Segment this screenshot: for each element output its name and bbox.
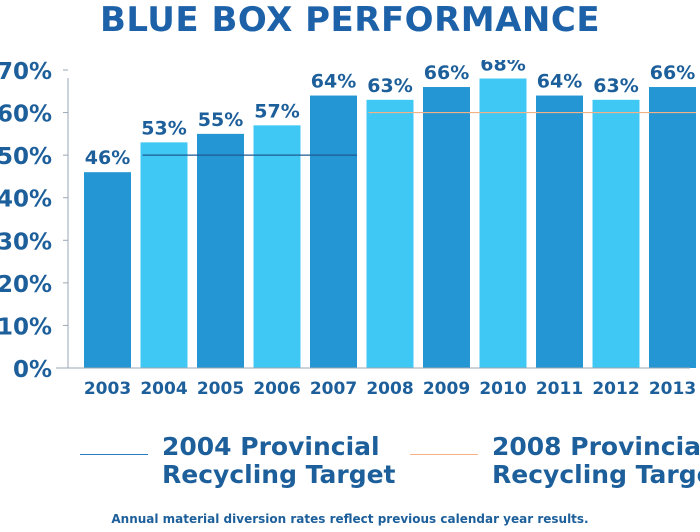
bar-2013 (649, 87, 696, 369)
x-tick-label-2010: 2010 (479, 379, 526, 399)
x-tick-label-2013: 2013 (649, 379, 696, 399)
legend-line-2004 (80, 454, 148, 455)
bar-2007 (310, 95, 357, 369)
x-tick-label-2008: 2008 (366, 379, 413, 399)
data-labels: 46% 53% 55% 57% 64% 63% 66% 68% 64% 63% 66% (85, 60, 695, 169)
y-tick-label: 30% (0, 229, 52, 255)
y-tick-label: 0% (13, 357, 52, 383)
x-tick-label-2012: 2012 (592, 379, 639, 399)
bar-2004 (140, 142, 188, 368)
bar-chart: 0% 10% 20% 30% 40% 50% 60% 70% 46% 53% 55% 57% 64% 6… (0, 60, 696, 399)
legend-label-2008-line2: Recycling Target (492, 460, 700, 489)
data-label-2012: 63% (593, 75, 638, 97)
data-label-2007: 64% (311, 71, 356, 93)
data-label-2005: 55% (198, 109, 243, 131)
bar-2009 (423, 87, 470, 369)
bar-2008 (366, 99, 414, 369)
legend-label-2008-line1: 2008 Provincial (492, 432, 700, 461)
data-label-2009: 66% (424, 62, 469, 84)
chart-title: BLUE BOX PERFORMANCE (99, 0, 601, 40)
x-tick-label-2005: 2005 (197, 379, 244, 399)
legend-label-2004-line1: 2004 Provincial (162, 432, 380, 461)
legend-label-2004-line2: Recycling Target (162, 460, 396, 489)
x-tick-label-2004: 2004 (140, 379, 187, 399)
y-tick-label: 60% (0, 102, 52, 128)
bars (84, 78, 696, 369)
data-label-2013: 66% (650, 62, 695, 84)
x-tick-label-2007: 2007 (310, 379, 357, 399)
bar-2010 (479, 78, 527, 368)
data-label-2004: 53% (141, 117, 186, 139)
data-label-2008: 63% (367, 75, 412, 97)
x-tick-label-2003: 2003 (84, 379, 131, 399)
y-tick-label: 10% (0, 314, 52, 340)
bar-2012 (592, 99, 640, 369)
y-axis: 0% 10% 20% 30% 40% 50% 60% 70% (0, 60, 69, 383)
y-tick-label: 40% (0, 187, 52, 213)
reference-lines (142, 111, 696, 156)
y-tick-label: 50% (0, 144, 52, 170)
data-label-2006: 57% (254, 100, 299, 122)
bar-2005 (197, 133, 244, 368)
legend-line-2008 (410, 454, 478, 455)
y-tick-label: 70% (0, 60, 52, 85)
data-label-2003: 46% (85, 147, 130, 169)
x-axis: 2003 2004 2005 2006 2007 2008 2009 2010 2011 2012… (56, 367, 696, 399)
x-tick-label-2009: 2009 (423, 379, 470, 399)
bar-2003 (84, 172, 131, 368)
bar-2011 (536, 95, 583, 369)
x-tick-label-2011: 2011 (536, 379, 583, 399)
y-tick-label: 20% (0, 272, 52, 298)
data-label-2011: 64% (537, 71, 582, 93)
x-tick-label-2006: 2006 (253, 379, 300, 399)
footnote: Annual material diversion rates reflect … (111, 512, 589, 526)
bar-2006 (253, 125, 301, 368)
data-label-2010: 68% (480, 60, 525, 76)
